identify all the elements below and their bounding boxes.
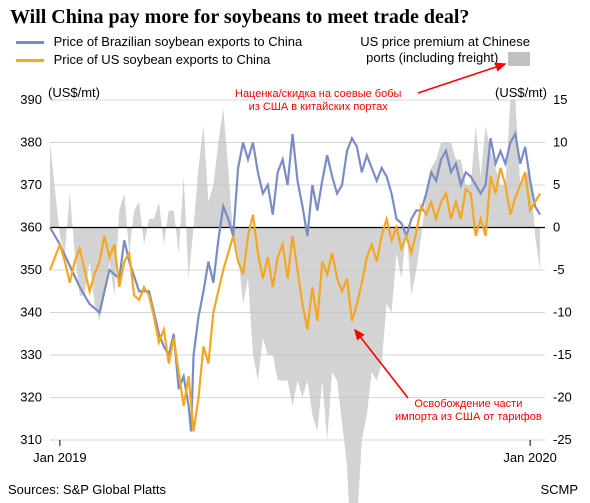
svg-text:Jan 2020: Jan 2020 (503, 450, 557, 465)
svg-text:320: 320 (20, 390, 42, 405)
annotation-top: Наценка/скидка на соевые бобы из США в к… (235, 88, 401, 114)
svg-text:-10: -10 (553, 305, 572, 320)
svg-text:310: 310 (20, 432, 42, 447)
svg-text:15: 15 (553, 92, 567, 107)
source-left: Sources: S&P Global Platts (8, 482, 166, 497)
svg-text:5: 5 (553, 177, 560, 192)
svg-text:390: 390 (20, 92, 42, 107)
svg-text:380: 380 (20, 135, 42, 150)
annotation-top-line2: из США в китайских портах (235, 101, 401, 114)
svg-text:360: 360 (20, 220, 42, 235)
annotation-bottom: Освобождение части импорта из США от тар… (395, 398, 542, 424)
plot-area: 310 320 330 340 350 360 370 380 390 -25 -20 -15 -10 -… (0, 0, 590, 503)
svg-text:Jan 2019: Jan 2019 (33, 450, 87, 465)
svg-text:(US$/mt): (US$/mt) (48, 85, 100, 100)
source-right: SCMP (540, 482, 578, 497)
svg-text:-25: -25 (553, 432, 572, 447)
svg-text:350: 350 (20, 262, 42, 277)
svg-text:370: 370 (20, 177, 42, 192)
annotation-top-line1: Наценка/скидка на соевые бобы (235, 88, 401, 101)
svg-text:-15: -15 (553, 347, 572, 362)
svg-text:-20: -20 (553, 390, 572, 405)
svg-text:330: 330 (20, 347, 42, 362)
svg-text:-5: -5 (553, 262, 565, 277)
svg-text:0: 0 (553, 220, 560, 235)
svg-text:340: 340 (20, 305, 42, 320)
annotation-bottom-line1: Освобождение части (395, 398, 542, 411)
svg-text:10: 10 (553, 135, 567, 150)
svg-text:(US$/mt): (US$/mt) (495, 85, 547, 100)
annotation-bottom-line2: импорта из США от тарифов (395, 411, 542, 424)
chart-container: Will China pay more for soybeans to meet… (0, 0, 590, 503)
